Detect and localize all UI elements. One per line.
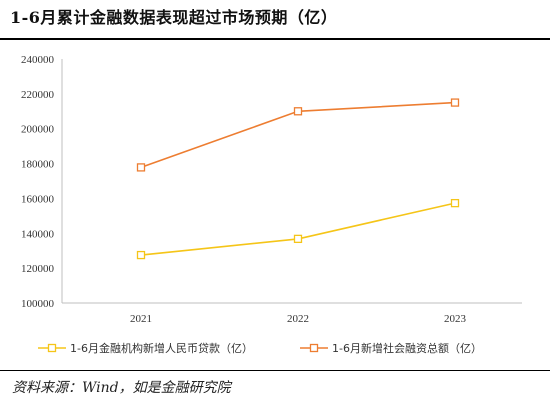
y-tick-label: 160000 xyxy=(21,193,55,205)
data-point xyxy=(293,107,303,116)
data-point xyxy=(136,163,146,172)
y-axis: 240000 220000 200000 180000 160000 140000 1200… xyxy=(21,54,63,310)
data-point xyxy=(450,198,460,208)
series-line-0 xyxy=(140,202,456,256)
title-divider xyxy=(0,38,550,40)
y-tick-label: 240000 xyxy=(21,54,55,66)
data-point xyxy=(136,250,146,260)
x-tick-label: 2022 xyxy=(287,313,309,325)
legend-marker xyxy=(47,343,57,353)
y-tick-label: 220000 xyxy=(21,89,55,101)
source-divider xyxy=(0,370,550,371)
y-tick-label: 140000 xyxy=(21,228,55,240)
plot-area xyxy=(136,98,460,260)
x-tick-label: 2023 xyxy=(444,313,467,325)
y-tick-label: 200000 xyxy=(21,124,55,136)
y-tick-label: 180000 xyxy=(21,159,55,171)
legend-label: 1-6月金融机构新增人民币贷款（亿） xyxy=(70,341,253,355)
x-axis: 2021 2022 2023 xyxy=(62,302,522,325)
data-point xyxy=(293,234,303,244)
y-tick-label: 120000 xyxy=(21,263,55,275)
source-note: 资料来源：Wind，如是金融研究院 xyxy=(12,380,231,396)
chart-title: 1-6月累计金融数据表现超过市场预期（亿） xyxy=(10,8,338,27)
legend-marker xyxy=(309,343,319,353)
legend-label: 1-6月新增社会融资总额（亿） xyxy=(332,341,482,355)
data-point xyxy=(450,98,460,107)
y-tick-label: 100000 xyxy=(21,298,55,310)
line-chart: 240000 220000 200000 180000 160000 140000 1200… xyxy=(21,54,522,355)
x-tick-label: 2021 xyxy=(130,313,152,325)
chart-legend: 1-6月金融机构新增人民币贷款（亿） 1-6月新增社会融资总额（亿） xyxy=(38,341,482,355)
